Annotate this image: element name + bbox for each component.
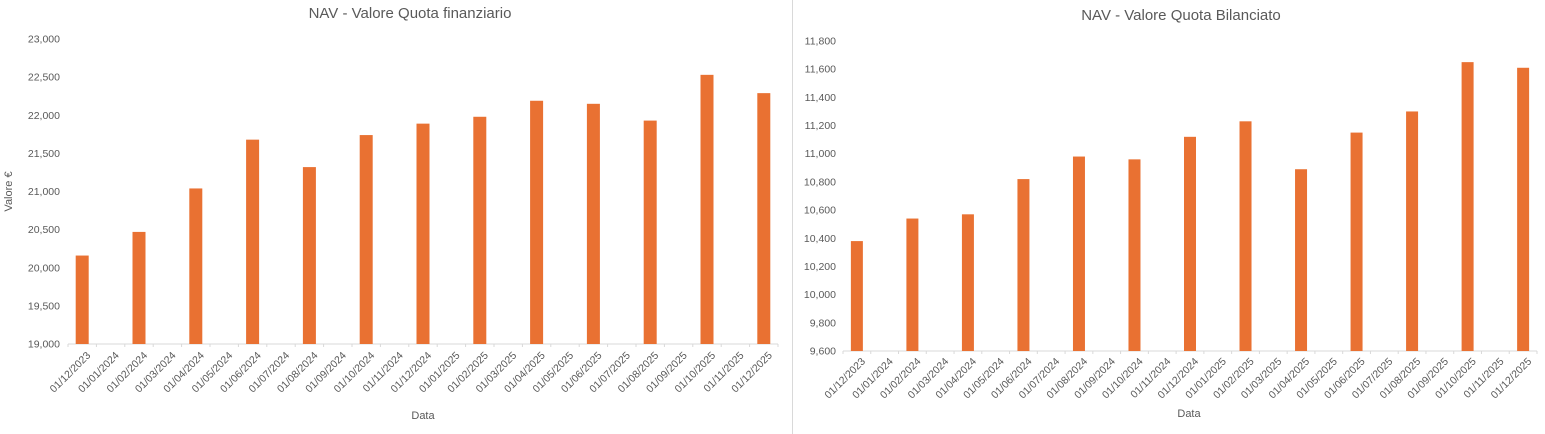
y-tick-label: 9,800 bbox=[810, 317, 836, 329]
bar-01/12/2025[interactable] bbox=[1517, 67, 1530, 351]
bar-01/06/2024[interactable] bbox=[1017, 179, 1030, 351]
y-tick-label: 19,000 bbox=[28, 339, 60, 351]
y-tick-label: 11,400 bbox=[805, 92, 836, 104]
y-tick-label: 10,600 bbox=[804, 205, 836, 217]
y-axis-title: Valore € bbox=[3, 171, 15, 211]
bar-01/10/2025[interactable] bbox=[1461, 62, 1474, 352]
bar-01/04/2024[interactable] bbox=[961, 214, 974, 351]
y-tick-label: 10,200 bbox=[804, 261, 836, 273]
bar-01/10/2024[interactable] bbox=[1128, 159, 1141, 351]
bar-01/08/2025[interactable] bbox=[643, 120, 657, 345]
bar-01/06/2024[interactable] bbox=[246, 139, 260, 344]
bar-01/12/2025[interactable] bbox=[757, 93, 771, 344]
bar-chart-finanziario: NAV - Valore Quota finanziario 19,000 19,5… bbox=[3, 5, 779, 422]
chart-object-nav-finanziario[interactable]: NAV - Valore Quota finanziario 19,000 19,5… bbox=[0, 0, 792, 434]
bar-01/12/2023[interactable] bbox=[75, 255, 89, 344]
y-tick-label: 11,200 bbox=[805, 120, 836, 132]
y-tick-label: 11,600 bbox=[805, 64, 836, 76]
bar-01/08/2025[interactable] bbox=[1406, 111, 1419, 351]
y-tick-label: 23,000 bbox=[28, 34, 60, 46]
bar-01/06/2025[interactable] bbox=[586, 103, 600, 344]
y-tick-label: 10,400 bbox=[804, 233, 836, 245]
x-axis-title: Data bbox=[1177, 408, 1201, 420]
y-tick-label: 21,500 bbox=[28, 148, 60, 160]
y-tick-label: 22,000 bbox=[28, 110, 60, 122]
y-tick-label: 20,500 bbox=[28, 224, 60, 236]
bar-01/10/2025[interactable] bbox=[700, 74, 714, 345]
bar-01/08/2024[interactable] bbox=[1072, 156, 1085, 351]
bar-01/02/2024[interactable] bbox=[132, 231, 146, 344]
bar-01/12/2024[interactable] bbox=[416, 123, 430, 344]
bar-01/06/2025[interactable] bbox=[1350, 132, 1363, 351]
bar-01/02/2024[interactable] bbox=[906, 218, 919, 351]
bar-01/12/2023[interactable] bbox=[850, 241, 863, 351]
y-tick-label: 21,000 bbox=[28, 186, 60, 198]
chart-title: NAV - Valore Quota Bilanciato bbox=[1081, 7, 1281, 24]
y-tick-label: 20,000 bbox=[28, 262, 60, 274]
bar-01/04/2025[interactable] bbox=[1295, 169, 1308, 351]
y-tick-label: 10,800 bbox=[804, 176, 836, 188]
bar-01/08/2024[interactable] bbox=[302, 167, 316, 344]
x-axis-title: Data bbox=[411, 410, 435, 422]
bar-01/04/2024[interactable] bbox=[189, 188, 203, 344]
chart-title: NAV - Valore Quota finanziario bbox=[309, 5, 512, 22]
bar-01/04/2025[interactable] bbox=[530, 100, 544, 344]
y-tick-label: 11,000 bbox=[805, 148, 836, 160]
bar-01/02/2025[interactable] bbox=[473, 116, 487, 345]
bar-01/02/2025[interactable] bbox=[1239, 121, 1252, 352]
y-tick-label: 19,500 bbox=[28, 300, 60, 312]
chart-object-nav-bilanciato[interactable]: NAV - Valore Quota Bilanciato 9,600 9,800 1… bbox=[793, 0, 1544, 434]
bar-01/10/2024[interactable] bbox=[359, 135, 373, 344]
y-tick-label: 22,500 bbox=[28, 72, 60, 84]
bar-01/12/2024[interactable] bbox=[1184, 136, 1196, 351]
y-tick-label: 11,800 bbox=[805, 36, 836, 48]
y-tick-label: 9,600 bbox=[810, 346, 836, 358]
chart-panels-divider bbox=[792, 0, 793, 434]
bar-chart-bilanciato: NAV - Valore Quota Bilanciato 9,600 9,800 1… bbox=[804, 7, 1538, 420]
y-tick-label: 10,000 bbox=[804, 289, 836, 301]
